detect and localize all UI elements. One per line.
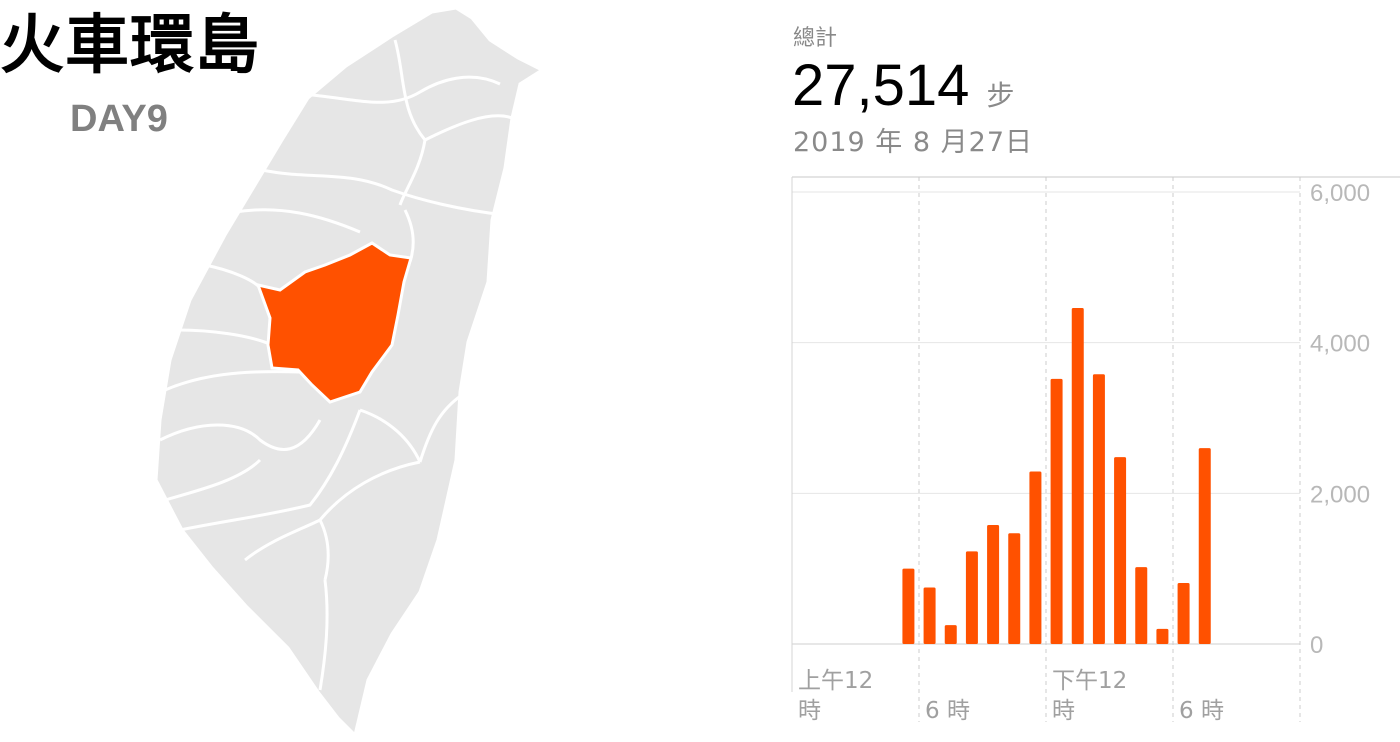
total-steps-unit: 步 [986,79,1015,112]
map-highlight-nantou [255,241,413,404]
chart-bars [902,308,1211,644]
stats-label: 總計 [793,26,838,51]
bar [923,587,936,644]
map-county-borders [159,39,513,691]
day-label: DAY9 [70,98,168,140]
y-tick-label: 0 [1310,632,1323,659]
chart-x-ticks: 上午12 時 6 時 下午12 時 6 時 [798,668,1224,724]
bar [1177,582,1190,644]
page-title: 火車環島 [0,9,260,83]
total-steps: 27,514 步 [792,52,1015,119]
x-tick-label: 時 [1052,698,1075,724]
x-tick-label: 時 [798,698,821,724]
y-tick-label: 4,000 [1310,331,1370,358]
chart-y-ticks: 6,000 4,000 2,000 0 [1310,180,1370,659]
x-tick-label: 6 時 [1179,698,1224,724]
chart-vertical-grid [791,177,1301,722]
bar [1092,374,1105,644]
total-steps-value: 27,514 [792,53,970,118]
bar [1029,471,1042,644]
bar [987,524,1000,644]
bar [944,625,957,644]
bar [1071,308,1084,644]
y-tick-label: 6,000 [1310,180,1370,207]
bar [1156,628,1169,644]
bar [1008,533,1021,644]
bar [965,551,978,644]
bar [1198,448,1211,644]
y-tick-label: 2,000 [1310,481,1370,508]
bar [902,568,915,644]
x-tick-label: 上午12 [798,668,873,694]
bar [1135,567,1148,644]
x-tick-label: 下午12 [1052,668,1127,694]
x-tick-label: 6 時 [925,698,970,724]
date-label: 2019 年 8 月27日 [793,127,1033,158]
bar [1114,457,1127,644]
taiwan-map [154,8,546,738]
bar [1050,378,1063,644]
